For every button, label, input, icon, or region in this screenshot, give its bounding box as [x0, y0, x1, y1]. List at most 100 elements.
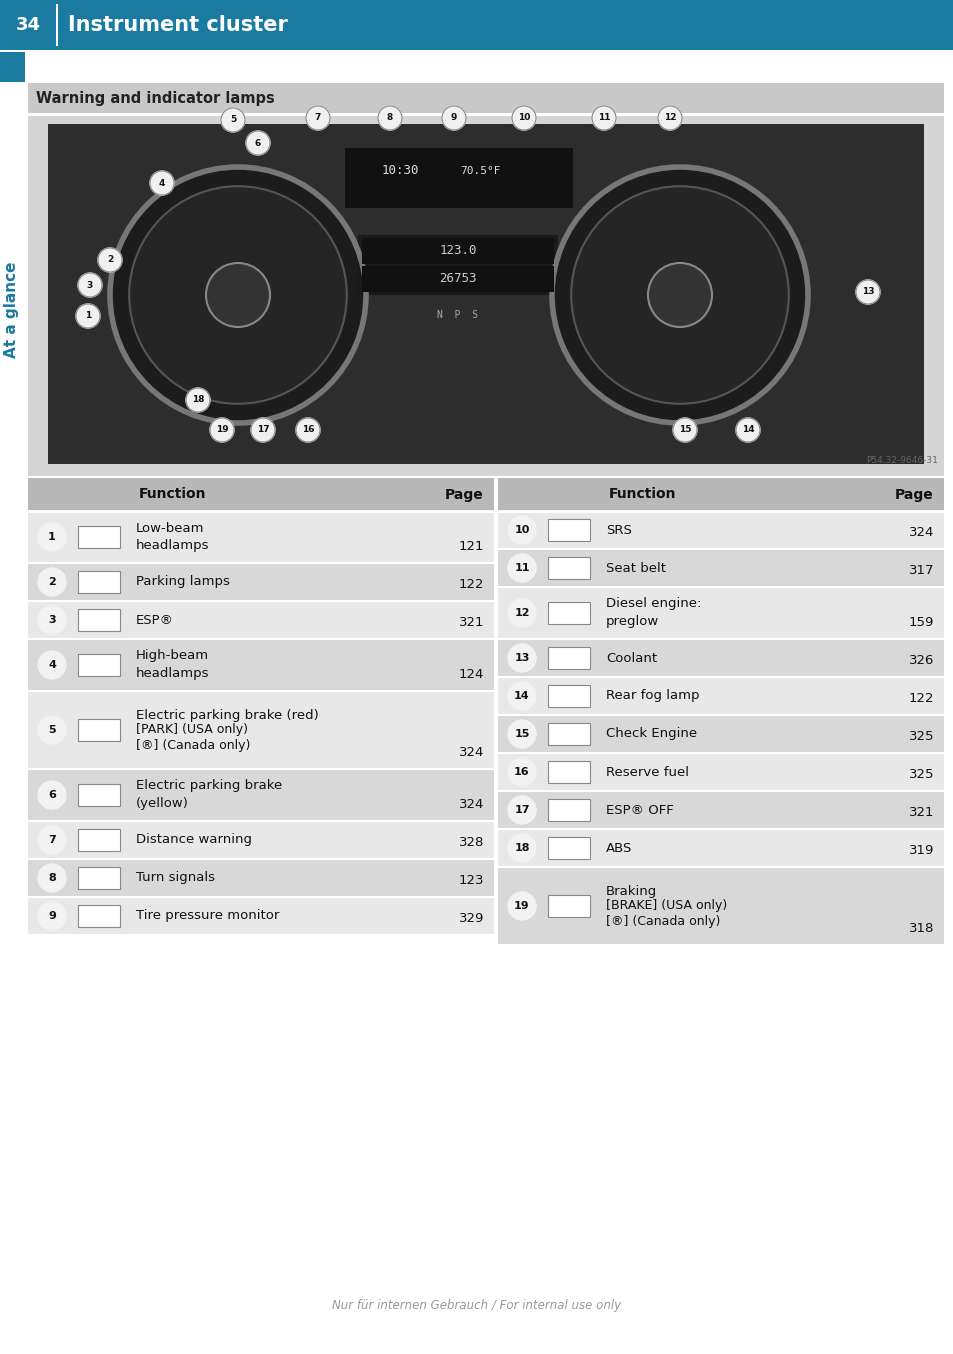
Bar: [78, 867, 120, 890]
Bar: [28, 858, 494, 896]
Circle shape: [129, 187, 347, 403]
Text: 18: 18: [192, 395, 204, 405]
Bar: [28, 83, 943, 112]
Circle shape: [507, 758, 536, 787]
Bar: [547, 685, 589, 707]
Text: 12: 12: [514, 608, 529, 617]
Bar: [345, 148, 573, 209]
Text: 2: 2: [107, 256, 113, 264]
Circle shape: [38, 567, 66, 596]
Circle shape: [507, 682, 536, 709]
Circle shape: [552, 167, 807, 422]
Text: N  P  S: N P S: [437, 310, 478, 320]
Text: 324: 324: [458, 798, 483, 811]
Text: Page: Page: [894, 487, 933, 501]
Text: (yellow): (yellow): [136, 798, 189, 811]
Text: Nur für internen Gebrauch / For internal use only: Nur für internen Gebrauch / For internal…: [332, 1298, 621, 1312]
Bar: [547, 895, 589, 917]
Text: Tire pressure monitor: Tire pressure monitor: [136, 910, 279, 922]
Text: 18: 18: [514, 844, 529, 853]
Circle shape: [38, 607, 66, 634]
Text: 325: 325: [907, 768, 933, 781]
Bar: [361, 265, 554, 292]
Bar: [28, 563, 494, 601]
Bar: [0, 0, 953, 50]
Text: 15: 15: [678, 425, 691, 435]
Circle shape: [507, 834, 536, 862]
Bar: [28, 896, 494, 936]
Bar: [497, 639, 943, 677]
Bar: [497, 791, 943, 829]
Circle shape: [210, 418, 233, 441]
Bar: [0, 51, 25, 83]
Text: 321: 321: [907, 806, 933, 819]
Text: 10: 10: [514, 525, 529, 535]
Bar: [28, 769, 494, 821]
Text: Low-beam: Low-beam: [136, 521, 204, 535]
Bar: [78, 609, 120, 631]
Text: 319: 319: [907, 844, 933, 857]
Text: 11: 11: [598, 114, 610, 122]
Bar: [547, 556, 589, 580]
Text: 123: 123: [458, 873, 483, 887]
Circle shape: [377, 106, 401, 130]
Circle shape: [306, 106, 330, 130]
Circle shape: [592, 106, 616, 130]
Text: SRS: SRS: [605, 524, 631, 536]
Text: 124: 124: [458, 668, 483, 681]
Text: 122: 122: [907, 692, 933, 705]
Text: 8: 8: [48, 873, 56, 883]
Bar: [497, 588, 943, 639]
Bar: [497, 478, 943, 510]
Circle shape: [507, 516, 536, 544]
Bar: [28, 601, 494, 639]
Bar: [78, 719, 120, 741]
Circle shape: [507, 645, 536, 672]
Bar: [78, 654, 120, 676]
Circle shape: [38, 864, 66, 892]
Bar: [547, 723, 589, 745]
Text: 4: 4: [158, 179, 165, 187]
Circle shape: [507, 554, 536, 582]
Text: 317: 317: [907, 565, 933, 577]
Circle shape: [658, 106, 681, 130]
Circle shape: [38, 781, 66, 808]
Circle shape: [110, 167, 366, 422]
Text: 121: 121: [458, 540, 483, 552]
Text: Instrument cluster: Instrument cluster: [68, 15, 288, 35]
Circle shape: [647, 263, 711, 328]
Text: 324: 324: [907, 525, 933, 539]
Text: Electric parking brake (red): Electric parking brake (red): [136, 708, 318, 722]
Bar: [497, 510, 943, 548]
Text: P54.32-9646-31: P54.32-9646-31: [865, 456, 937, 464]
Bar: [78, 609, 120, 631]
Bar: [497, 829, 943, 867]
Bar: [547, 685, 589, 707]
Text: 11: 11: [514, 563, 529, 573]
Text: ESP®: ESP®: [136, 613, 173, 627]
Text: Electric parking brake: Electric parking brake: [136, 780, 282, 792]
Text: Function: Function: [608, 487, 676, 501]
Text: 7: 7: [48, 835, 56, 845]
Text: 328: 328: [458, 835, 483, 849]
Text: 17: 17: [514, 806, 529, 815]
Circle shape: [507, 892, 536, 919]
Text: 1: 1: [85, 311, 91, 321]
Text: 70.5°F: 70.5°F: [459, 167, 499, 176]
Bar: [547, 647, 589, 669]
Bar: [78, 654, 120, 676]
Circle shape: [206, 263, 270, 328]
Text: 9: 9: [451, 114, 456, 122]
Circle shape: [295, 418, 319, 441]
Bar: [78, 904, 120, 927]
Bar: [78, 571, 120, 593]
Bar: [78, 784, 120, 806]
Bar: [497, 677, 943, 715]
Bar: [547, 895, 589, 917]
Text: At a glance: At a glance: [5, 261, 19, 359]
Text: 34: 34: [15, 16, 40, 34]
Text: 329: 329: [458, 913, 483, 925]
Bar: [78, 525, 120, 548]
Bar: [497, 753, 943, 791]
Bar: [28, 691, 494, 769]
